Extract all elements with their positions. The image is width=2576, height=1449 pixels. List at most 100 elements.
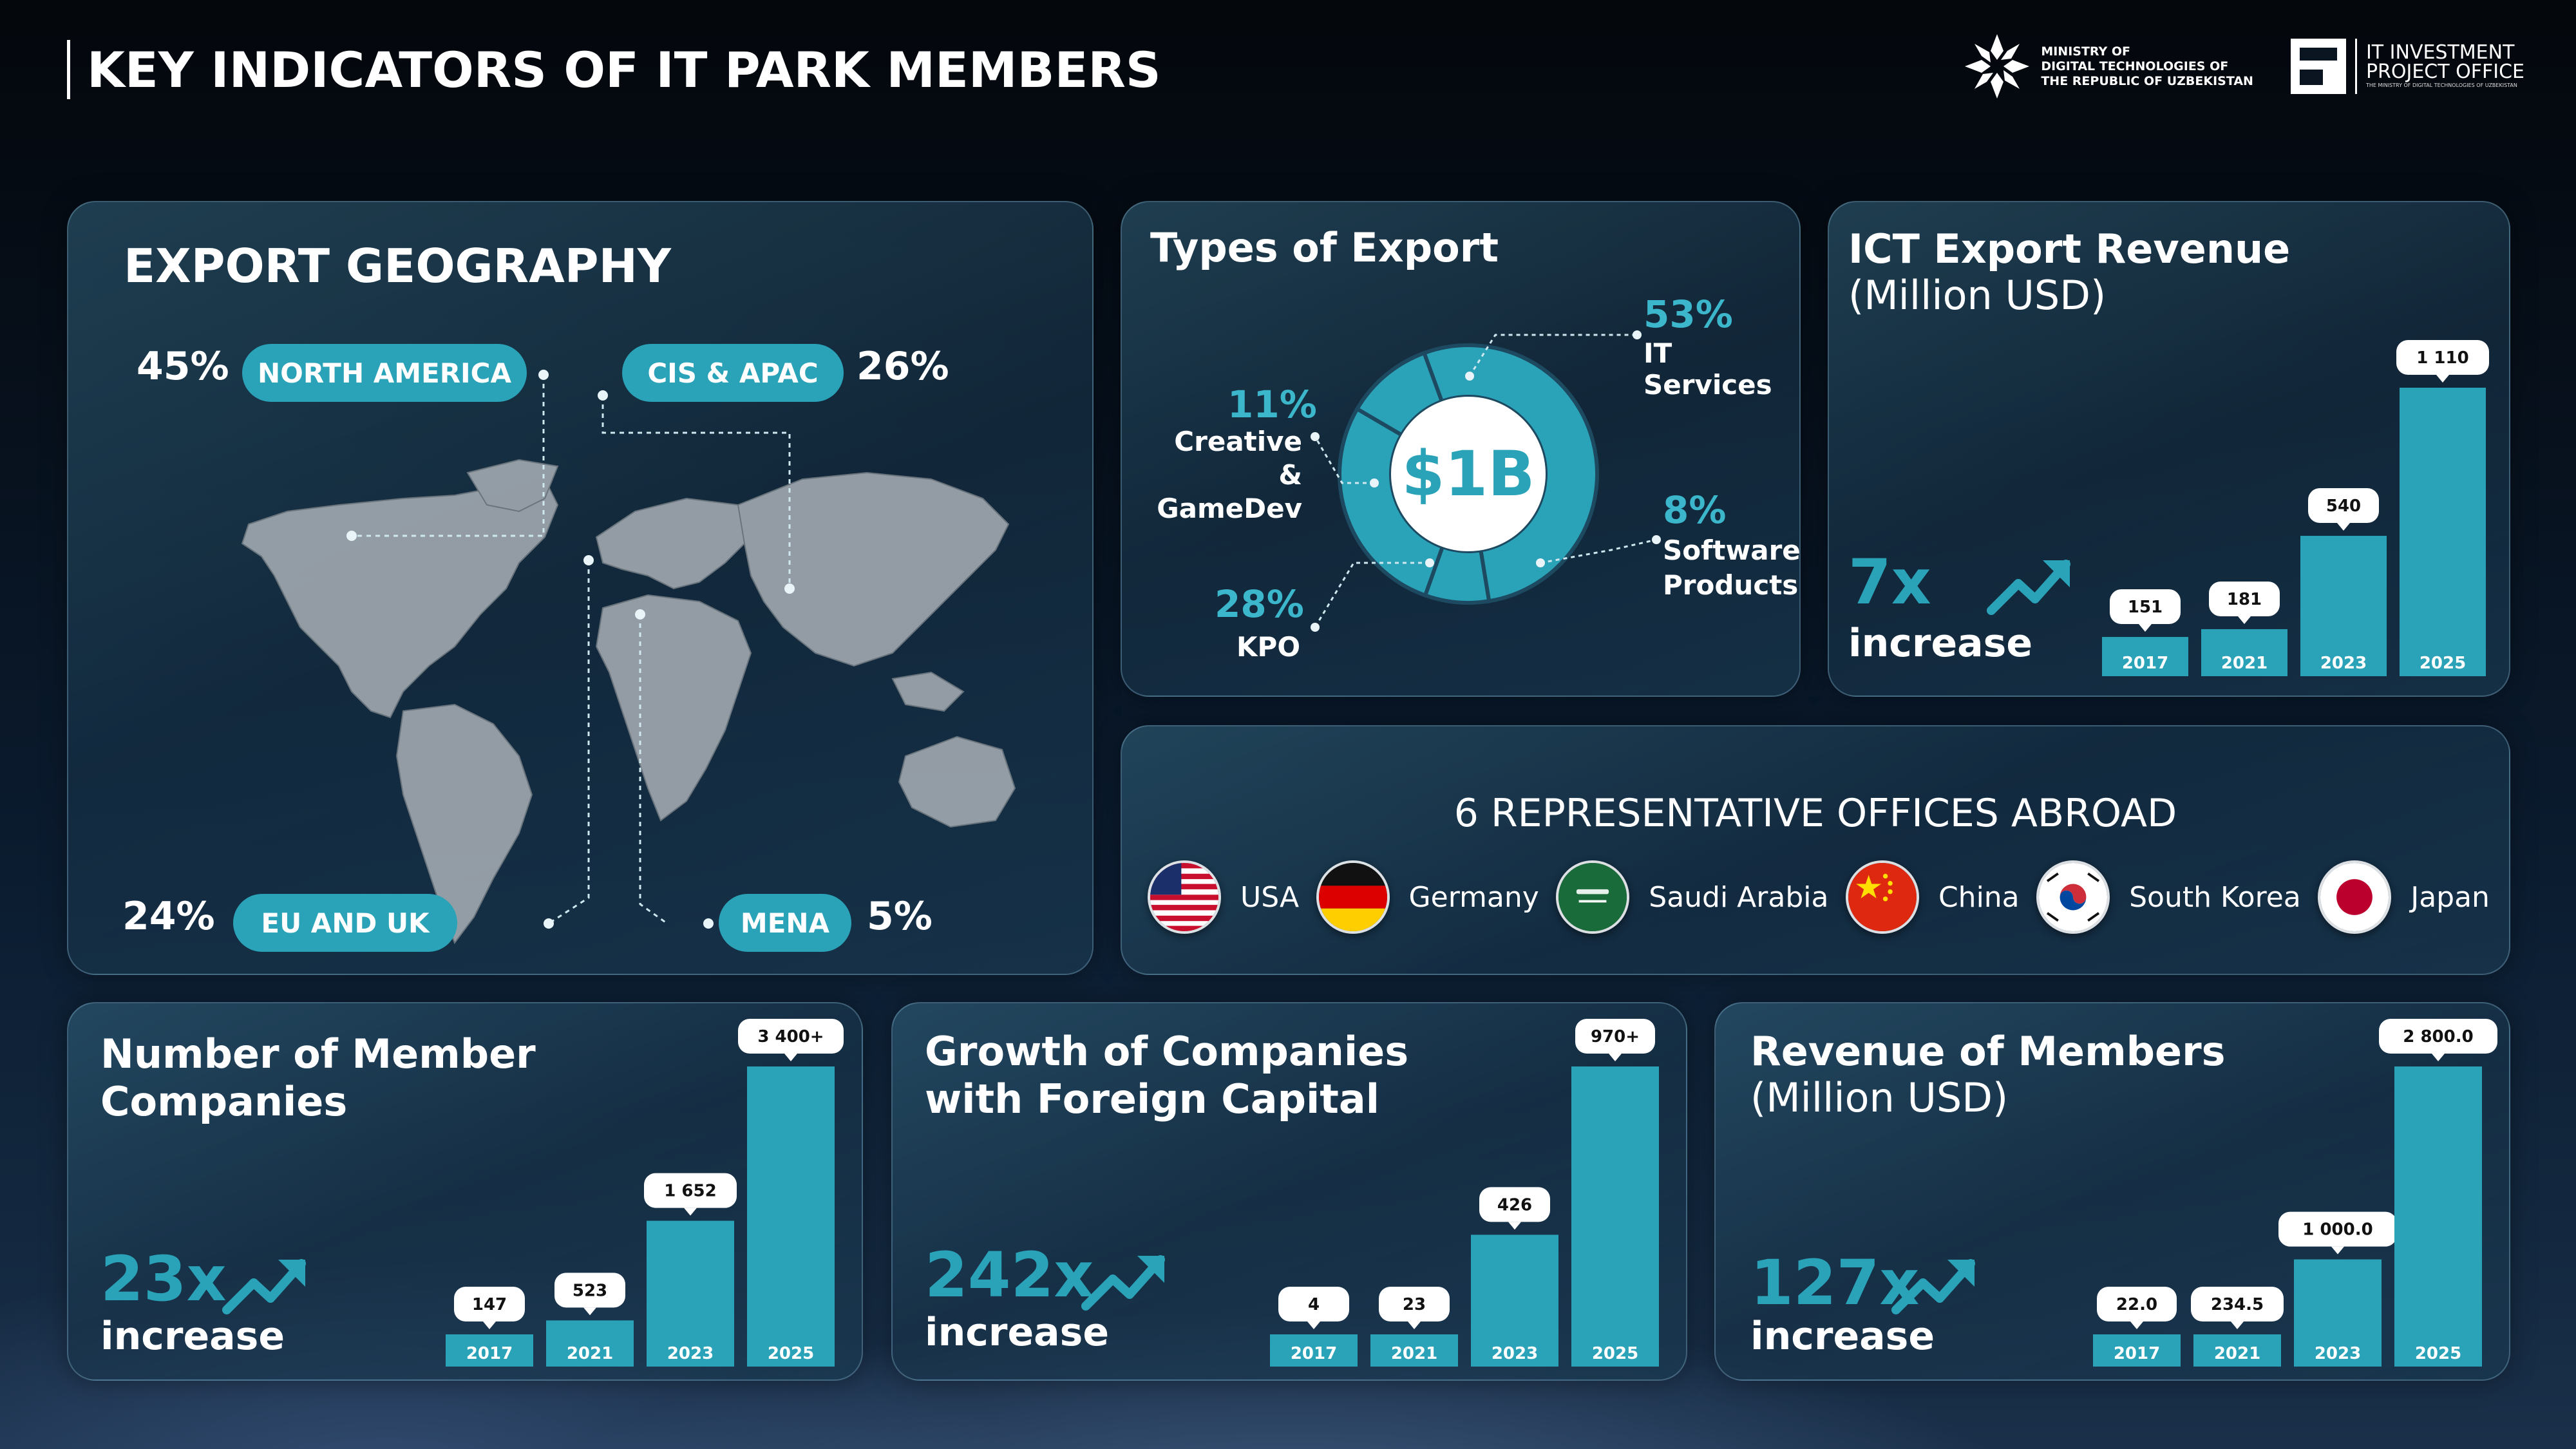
member-companies-increase: 23x bbox=[100, 1243, 227, 1315]
ict-export-increase-text: increase bbox=[1848, 621, 2033, 666]
country-saudi-arabia: Saudi Arabia bbox=[1649, 880, 1829, 914]
donut-center bbox=[1391, 397, 1546, 551]
creative-pct: 11% bbox=[1227, 383, 1317, 426]
bar-value-label: 147 bbox=[472, 1295, 507, 1314]
office-japan: Japan bbox=[2318, 860, 2490, 934]
ministry-logo-text: MINISTRY OF DIGITAL TECHNOLOGIES OF THE … bbox=[2041, 44, 2253, 88]
ict-export-card: ICT Export Revenue (Million USD) 7x incr… bbox=[1828, 201, 2510, 697]
bar-year-label: 2017 bbox=[466, 1344, 513, 1363]
country-japan: Japan bbox=[2410, 880, 2490, 914]
project-office-subtitle: THE MINISTRY OF DIGITAL TECHNOLOGIES OF … bbox=[2365, 82, 2517, 88]
value-bubble-tail bbox=[2130, 1321, 2143, 1329]
value-bubble-tail bbox=[2432, 1054, 2445, 1061]
europe-shape bbox=[595, 497, 752, 590]
trend-up-icon bbox=[1081, 1255, 1165, 1311]
country-germany: Germany bbox=[1408, 880, 1539, 914]
bar-value-label: 22.0 bbox=[2116, 1295, 2157, 1314]
cis-apac-pill: CIS & APAC bbox=[622, 344, 844, 402]
bar-value-label: 3 400+ bbox=[757, 1027, 824, 1046]
bar-year-label: 2023 bbox=[1492, 1344, 1538, 1363]
bar-2025 bbox=[747, 1066, 835, 1367]
value-bubble bbox=[2110, 589, 2181, 625]
member-revenue-bar-chart: 2017 22.0 2021 234.5 2023 1 000.0 2025 2 800.0 bbox=[2093, 1019, 2497, 1367]
office-germany: Germany bbox=[1316, 860, 1539, 934]
africa-shape bbox=[595, 594, 752, 822]
connector-it-services bbox=[1468, 334, 1637, 377]
ict-export-title: ICT Export Revenue bbox=[1848, 225, 2291, 272]
donut-chart bbox=[1311, 330, 1661, 632]
bar-year-label: 2017 bbox=[2122, 654, 2168, 673]
bar-value-label: 23 bbox=[1403, 1295, 1426, 1314]
value-bubble bbox=[1379, 1287, 1450, 1321]
member-revenue-increase-text: increase bbox=[1750, 1314, 1935, 1359]
ict-export-subtitle: (Million USD) bbox=[1848, 272, 2107, 319]
types-of-export-title: Types of Export bbox=[1150, 224, 1499, 271]
country-china: China bbox=[1938, 880, 2020, 914]
value-bubble bbox=[1278, 1287, 1349, 1321]
value-bubble-tail bbox=[2436, 375, 2449, 383]
logos: MINISTRY OF DIGITAL TECHNOLOGIES OF THE … bbox=[1962, 31, 2524, 102]
germany-flag-icon bbox=[1316, 860, 1390, 934]
dot-mena-map bbox=[635, 609, 645, 620]
bar-year-label: 2017 bbox=[2114, 1344, 2160, 1363]
bar-value-label: 4 bbox=[1308, 1295, 1320, 1314]
usa-flag-icon bbox=[1148, 860, 1221, 934]
bar-value-label: 181 bbox=[2227, 590, 2262, 609]
bar-value-label: 1 652 bbox=[664, 1182, 716, 1201]
bar-2023 bbox=[2294, 1259, 2382, 1367]
foreign-capital-increase: 242x bbox=[925, 1239, 1094, 1311]
ministry-emblem-icon bbox=[1965, 34, 2030, 99]
member-companies-title: Number of Member Companies bbox=[100, 1030, 536, 1125]
donut-center-label: $1B bbox=[1401, 438, 1535, 510]
mena-pill: MENA bbox=[719, 894, 851, 952]
dot-eu-map bbox=[583, 555, 594, 565]
ict-export-bar-chart: 2017 151 2021 181 2023 540 2025 1 110 bbox=[2102, 340, 2489, 676]
japan-flag-icon bbox=[2318, 860, 2392, 934]
value-bubble-tail bbox=[1609, 1054, 1622, 1061]
value-bubble-tail bbox=[2231, 1321, 2244, 1329]
bar-2023 bbox=[647, 1220, 734, 1367]
bar-year-label: 2025 bbox=[768, 1344, 814, 1363]
north-america-pill: NORTH AMERICA bbox=[242, 344, 527, 402]
member-companies-bar-chart: 2017 147 2021 523 2023 1 652 2025 3 400+ bbox=[446, 1019, 844, 1367]
bar-value-label: 1 000.0 bbox=[2302, 1220, 2372, 1240]
value-bubble-tail bbox=[483, 1321, 496, 1329]
bar-value-label: 151 bbox=[2128, 598, 2163, 617]
south-america-shape bbox=[395, 703, 533, 945]
office-usa: USA bbox=[1148, 860, 1299, 934]
value-bubble bbox=[2097, 1287, 2177, 1321]
foreign-capital-increase-text: increase bbox=[925, 1310, 1110, 1355]
foreign-capital-title: Growth of Companies with Foreign Capital bbox=[925, 1028, 1409, 1122]
office-saudi-arabia: Saudi Arabia bbox=[1556, 860, 1828, 934]
trend-up-icon bbox=[222, 1259, 306, 1314]
value-bubble bbox=[2308, 488, 2379, 524]
dot-na-map bbox=[346, 531, 357, 541]
dot-mena-end bbox=[703, 918, 714, 929]
saudi-arabia-flag-icon bbox=[1556, 860, 1630, 934]
bar-2017 bbox=[2102, 637, 2188, 676]
office-china: China bbox=[1845, 860, 2020, 934]
types-of-export-card: Types of Export $1B 53% IT Services 8% S… bbox=[1121, 201, 1801, 697]
australia-shape bbox=[898, 735, 1016, 828]
eu-uk-pill: EU AND UK bbox=[233, 894, 457, 952]
bar-2025 bbox=[1571, 1066, 1659, 1367]
north-america-shape bbox=[241, 478, 559, 719]
bar-2017 bbox=[1270, 1334, 1358, 1367]
it-services-label: IT Services bbox=[1643, 337, 1772, 401]
bar-value-label: 970+ bbox=[1591, 1027, 1640, 1046]
bar-2021 bbox=[1370, 1334, 1458, 1367]
export-geography-title: EXPORT GEOGRAPHY bbox=[124, 239, 671, 293]
value-bubble bbox=[2278, 1211, 2397, 1247]
trend-up-icon bbox=[1987, 560, 2070, 615]
value-bubble-tail bbox=[684, 1208, 697, 1216]
member-revenue-title: Revenue of Members bbox=[1750, 1028, 2226, 1075]
kpo-pct: 28% bbox=[1215, 582, 1304, 626]
connector-creative bbox=[1314, 436, 1374, 484]
member-companies-increase-text: increase bbox=[100, 1314, 285, 1359]
value-bubble bbox=[2379, 1019, 2497, 1054]
export-geography-card: EXPORT GEOGRAPHY bbox=[67, 201, 1094, 975]
value-bubble bbox=[2191, 1287, 2284, 1321]
value-bubble-tail bbox=[2238, 616, 2251, 624]
value-bubble bbox=[1479, 1187, 1550, 1222]
value-bubble bbox=[644, 1173, 737, 1208]
